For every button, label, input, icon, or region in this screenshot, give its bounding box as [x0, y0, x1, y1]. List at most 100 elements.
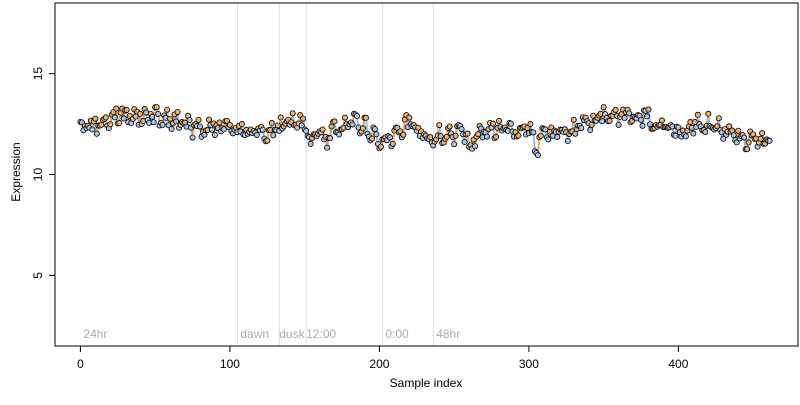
segment-label-4: 0:00 [385, 327, 409, 341]
data-point [308, 141, 313, 146]
x-tick-label-1: 100 [220, 357, 240, 371]
data-point [374, 132, 379, 137]
data-point [638, 117, 643, 122]
data-point [736, 128, 741, 133]
data-point [103, 115, 108, 120]
segment-label-1: dawn [240, 327, 269, 341]
data-point [528, 121, 533, 126]
data-point [683, 134, 688, 139]
data-point [508, 121, 513, 126]
data-point [745, 146, 750, 151]
data-point [269, 120, 274, 125]
data-point [327, 136, 332, 141]
data-point [239, 121, 244, 126]
data-point [90, 127, 95, 132]
data-point [212, 132, 217, 137]
data-point [646, 107, 651, 112]
data-point [196, 117, 201, 122]
data-point [484, 134, 489, 139]
data-point [278, 115, 283, 120]
data-point [475, 132, 480, 137]
data-point [601, 105, 606, 110]
segment-label-5: 48hr [436, 327, 460, 341]
data-point [112, 115, 117, 120]
data-point [407, 115, 412, 120]
data-point [546, 137, 551, 142]
data-point [190, 135, 195, 140]
segment-label-0: 24hr [83, 327, 107, 341]
data-point [579, 125, 584, 130]
data-point [99, 122, 104, 127]
data-point [616, 122, 621, 127]
data-point [260, 127, 265, 132]
data-point [206, 117, 211, 122]
data-point [626, 111, 631, 116]
data-point [459, 127, 464, 132]
y-tick-label-2: 15 [31, 67, 45, 81]
data-point [209, 127, 214, 132]
data-point [622, 115, 627, 120]
data-point [588, 127, 593, 132]
data-point [447, 124, 452, 129]
data-point [462, 139, 467, 144]
data-point [93, 116, 98, 121]
data-point [173, 119, 178, 124]
data-point [535, 153, 540, 158]
data-point [165, 107, 170, 112]
data-point [490, 121, 495, 126]
data-point [659, 118, 664, 123]
data-point [151, 120, 156, 125]
data-point [197, 124, 202, 129]
plot-frame [55, 3, 798, 346]
segment-label-3: 12:00 [306, 327, 336, 341]
data-point [760, 131, 765, 136]
data-point [156, 111, 161, 116]
data-point [342, 115, 347, 120]
data-point [452, 142, 457, 147]
data-point [673, 133, 678, 138]
data-point [444, 134, 449, 139]
data-point [453, 133, 458, 138]
data-point [613, 107, 618, 112]
data-point [217, 120, 222, 125]
x-axis-label: Sample index [390, 376, 463, 390]
data-point [437, 122, 442, 127]
x-tick-label-2: 200 [369, 357, 389, 371]
data-point [555, 134, 560, 139]
data-point [531, 130, 536, 135]
data-point [175, 109, 180, 114]
x-tick-label-3: 300 [519, 357, 539, 371]
data-point [401, 132, 406, 137]
data-point [640, 123, 645, 128]
y-tick-label-0: 5 [31, 272, 45, 279]
data-point [350, 122, 355, 127]
data-point [571, 117, 576, 122]
data-point [271, 133, 276, 138]
data-point [706, 111, 711, 116]
data-point [742, 135, 747, 140]
x-tick-label-0: 0 [77, 357, 84, 371]
data-point [538, 133, 543, 138]
data-point [493, 134, 498, 139]
data-point [703, 130, 708, 135]
data-point [290, 111, 295, 116]
data-point [496, 118, 501, 123]
data-point [746, 140, 751, 145]
segment-label-2: dusk [279, 327, 305, 341]
data-point [758, 136, 763, 141]
x-tick-label-4: 400 [668, 357, 688, 371]
data-point [691, 131, 696, 136]
data-point [108, 122, 113, 127]
data-point [117, 120, 122, 125]
x-axis: 0 100 200 300 400 [77, 346, 689, 371]
data-point [265, 138, 270, 143]
data-point [372, 127, 377, 132]
data-point [114, 106, 119, 111]
data-point [644, 114, 649, 119]
data-point [390, 141, 395, 146]
data-point [767, 138, 772, 143]
data-point [336, 132, 341, 137]
data-point [124, 107, 129, 112]
